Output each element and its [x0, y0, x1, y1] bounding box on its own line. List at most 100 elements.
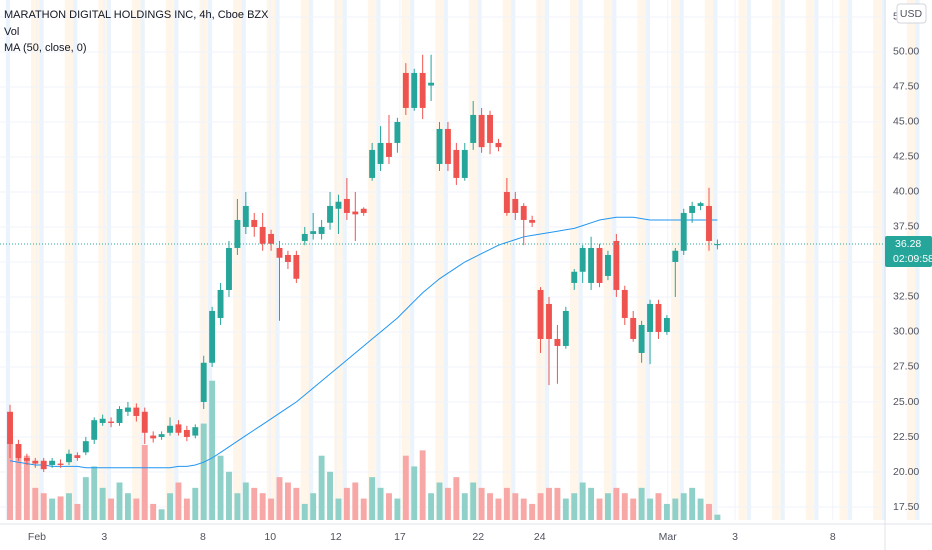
candle-body: [562, 310, 569, 346]
volume-bar: [621, 493, 628, 520]
candle-body: [630, 317, 637, 339]
y-tick-label: 42.50: [893, 151, 919, 163]
candle-body: [259, 226, 266, 244]
x-tick-label: 8: [200, 531, 206, 543]
volume-bar: [116, 482, 123, 520]
volume-bar: [470, 482, 477, 520]
volume-bar: [7, 436, 13, 520]
premarket-band: [342, 0, 347, 520]
volume-bar: [57, 496, 64, 520]
volume-bar: [158, 509, 165, 520]
candle-body: [66, 453, 72, 463]
premarket-band: [207, 0, 213, 520]
postmarket-band: [839, 0, 848, 520]
postmarket-band: [31, 0, 40, 520]
postmarket-band: [772, 0, 781, 520]
x-tick-label: Feb: [28, 531, 46, 543]
volume-bar: [369, 477, 376, 520]
candle-body: [251, 219, 258, 227]
premarket-band: [477, 0, 482, 520]
candle-body: [714, 244, 721, 246]
candle-body: [158, 434, 165, 437]
candle-body: [655, 303, 662, 332]
currency-label: USD: [900, 8, 923, 20]
volume-bar: [217, 455, 224, 520]
candle-body: [613, 240, 620, 290]
volume-bar: [604, 493, 611, 520]
candle-body: [49, 460, 56, 465]
premarket-band: [140, 0, 145, 520]
volume-bar: [276, 477, 283, 520]
candle-body: [116, 408, 123, 423]
premarket-band: [679, 0, 684, 520]
volume-bar: [183, 498, 190, 520]
x-tick-label: 8: [830, 531, 836, 543]
volume-bar: [647, 498, 653, 520]
premarket-band: [5, 0, 11, 520]
candle-body: [604, 254, 611, 276]
candle-body: [335, 201, 342, 209]
x-tick-label: 24: [534, 531, 546, 543]
volume-bar: [335, 498, 342, 520]
postmarket-band: [334, 0, 343, 520]
postmarket-band: [132, 0, 141, 520]
premarket-band: [308, 0, 314, 520]
volume-pane: [7, 380, 721, 520]
volume-bar: [284, 482, 291, 520]
candle-body: [99, 418, 106, 423]
postmarket-band: [468, 0, 478, 520]
volume-bar: [562, 498, 569, 520]
candle-body: [284, 254, 291, 262]
y-tick-label: 32.50: [893, 291, 919, 303]
y-tick-label: 50.00: [893, 46, 919, 58]
volume-bar: [638, 487, 645, 520]
volume-bar: [689, 487, 696, 520]
candle-body: [453, 149, 460, 178]
currency-box: [896, 3, 927, 24]
candle-body: [57, 463, 64, 465]
candle-body: [554, 338, 561, 346]
volume-bar: [268, 498, 275, 520]
volume-bar: [579, 482, 586, 520]
legend-ma: MA (50, close, 0): [4, 42, 87, 54]
candle-body: [369, 149, 376, 178]
candle-body: [588, 247, 595, 283]
last-price-label: 36.28: [895, 238, 921, 250]
y-tick-label: 30.00: [893, 326, 919, 338]
candle-body: [209, 310, 216, 363]
candle-body: [327, 205, 333, 223]
candle-body: [74, 455, 81, 458]
candle-body: [689, 205, 696, 213]
y-tick-label: 27.50: [893, 361, 919, 373]
volume-bar: [301, 503, 308, 520]
volume-bar: [714, 514, 721, 520]
x-tick-label: 3: [101, 531, 107, 543]
candle-body: [183, 429, 190, 437]
candle-body: [512, 198, 519, 213]
legend-vol: Vol: [4, 26, 19, 38]
volume-bar: [487, 493, 493, 520]
premarket-band: [241, 0, 246, 520]
volume-bar: [192, 487, 199, 520]
y-tick-label: 22.50: [893, 431, 919, 443]
volume-bar: [108, 498, 115, 520]
postmarket-band: [266, 0, 276, 520]
volume-bar: [40, 493, 47, 520]
premarket-band: [73, 0, 78, 520]
postmarket-band: [738, 0, 747, 520]
volume-bar: [167, 493, 173, 520]
y-tick-label: 47.50: [893, 81, 919, 93]
x-tick-label: 12: [330, 531, 342, 543]
postmarket-band: [536, 0, 545, 520]
volume-bar: [15, 445, 22, 520]
candle-body: [478, 114, 485, 148]
candle-body: [503, 191, 510, 213]
volume-bar: [150, 503, 157, 520]
candle-body: [546, 303, 552, 339]
countdown-label: 02:09:58: [893, 253, 932, 265]
x-tick-label: Mar: [659, 531, 678, 543]
postmarket-band: [435, 0, 444, 520]
premarket-band: [511, 0, 516, 520]
volume-bar: [209, 380, 216, 520]
volume-bar: [82, 477, 89, 520]
